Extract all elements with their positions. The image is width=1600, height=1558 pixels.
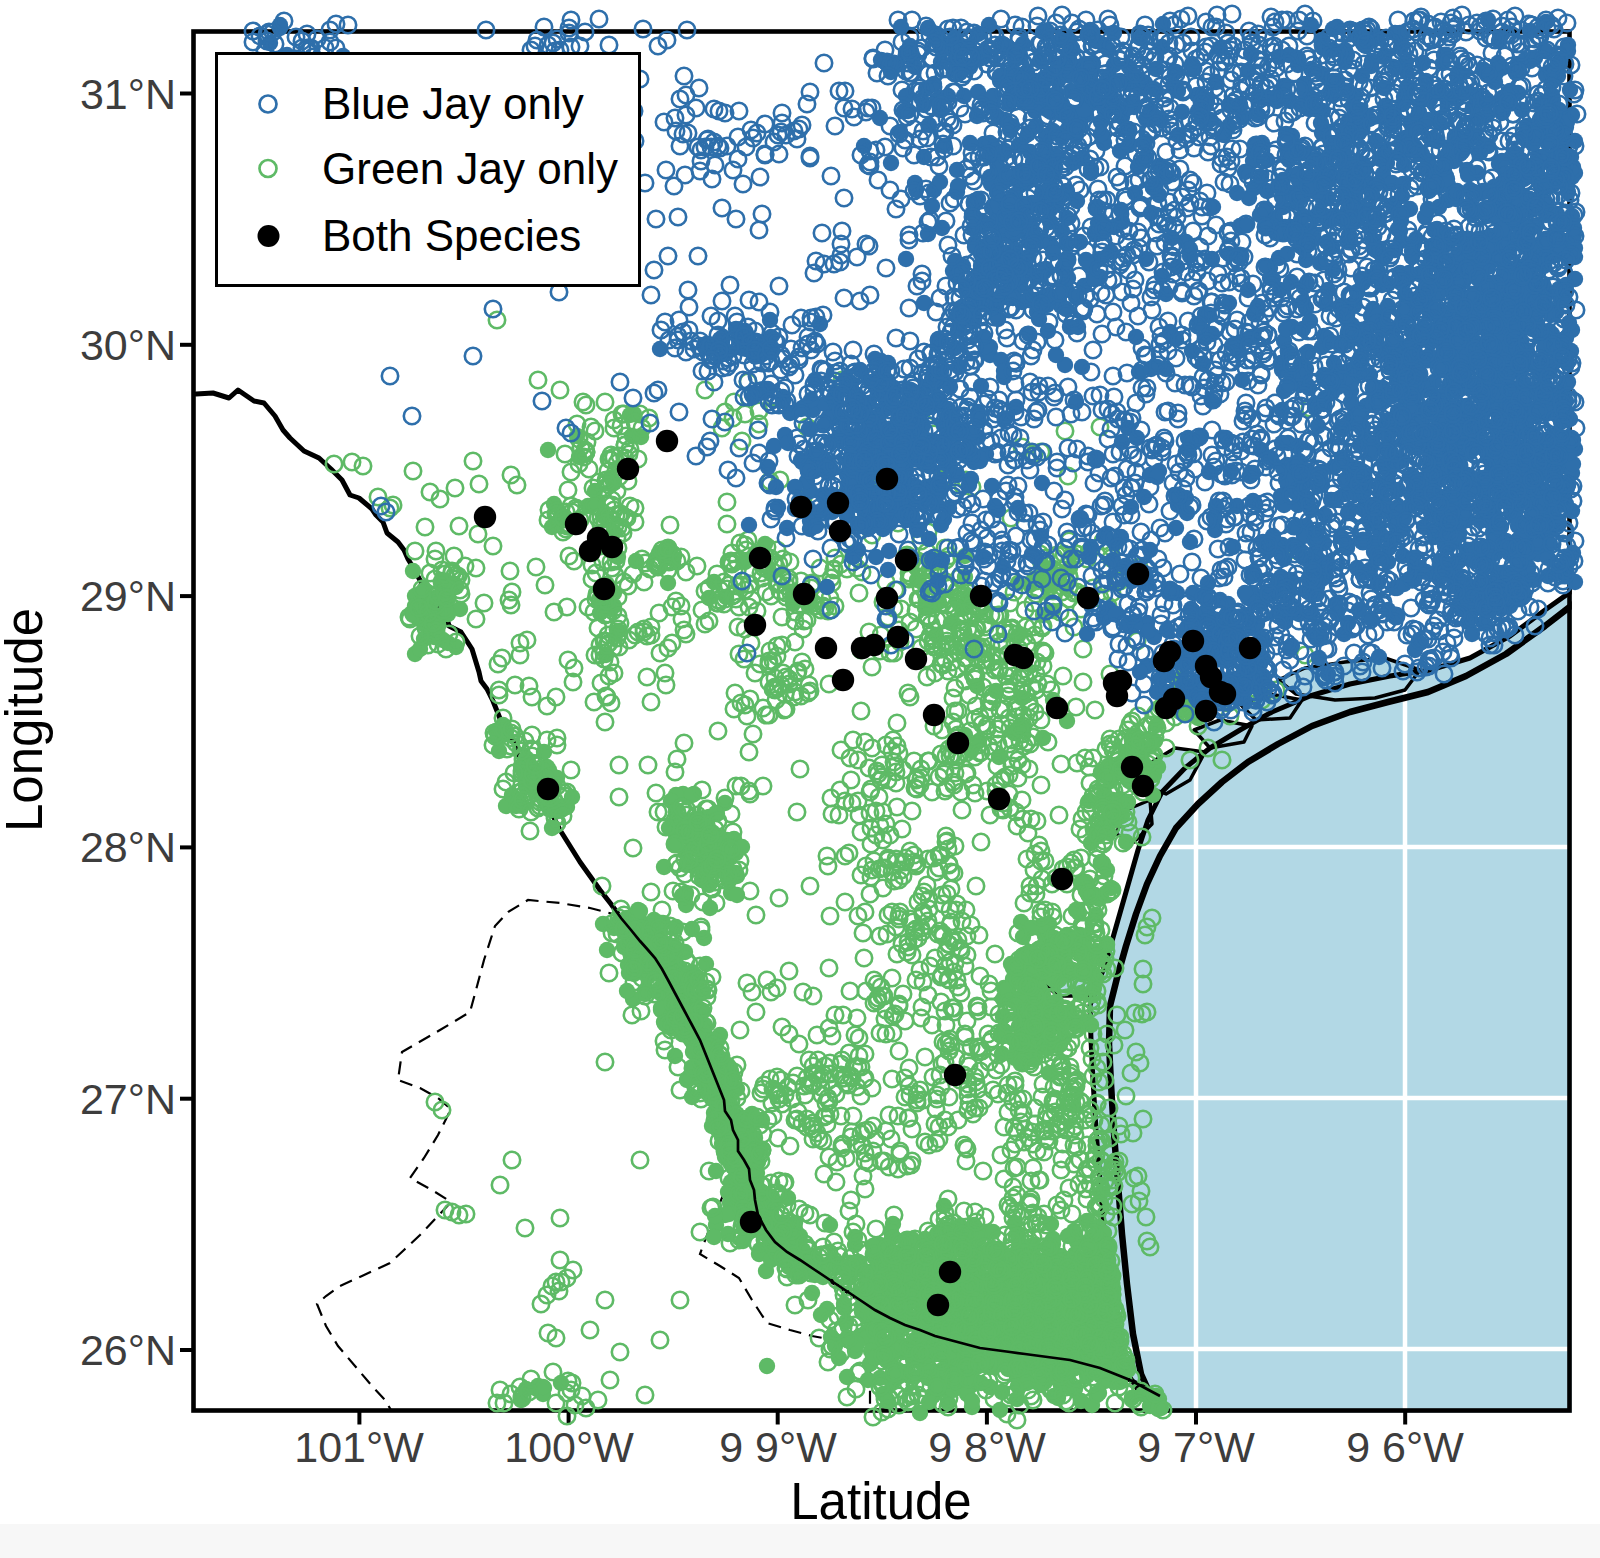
svg-text:9 9°W: 9 9°W bbox=[719, 1423, 837, 1471]
svg-text:26°N: 26°N bbox=[80, 1326, 176, 1374]
svg-text:9 8°W: 9 8°W bbox=[928, 1423, 1046, 1471]
svg-text:9 7°W: 9 7°W bbox=[1137, 1423, 1255, 1471]
svg-text:30°N: 30°N bbox=[80, 321, 176, 369]
svg-text:31°N: 31°N bbox=[80, 70, 176, 118]
svg-text:Longitude: Longitude bbox=[0, 608, 53, 832]
svg-text:29°N: 29°N bbox=[80, 572, 176, 620]
svg-text:Latitude: Latitude bbox=[790, 1473, 972, 1530]
svg-text:27°N: 27°N bbox=[80, 1075, 176, 1123]
svg-text:100°W: 100°W bbox=[504, 1423, 634, 1471]
svg-text:28°N: 28°N bbox=[80, 823, 176, 871]
svg-text:Both Species: Both Species bbox=[322, 211, 581, 260]
svg-text:9 6°W: 9 6°W bbox=[1346, 1423, 1464, 1471]
svg-text:Blue Jay only: Blue Jay only bbox=[322, 79, 584, 128]
svg-text:101°W: 101°W bbox=[294, 1423, 424, 1471]
svg-text:Green Jay only: Green Jay only bbox=[322, 144, 618, 193]
